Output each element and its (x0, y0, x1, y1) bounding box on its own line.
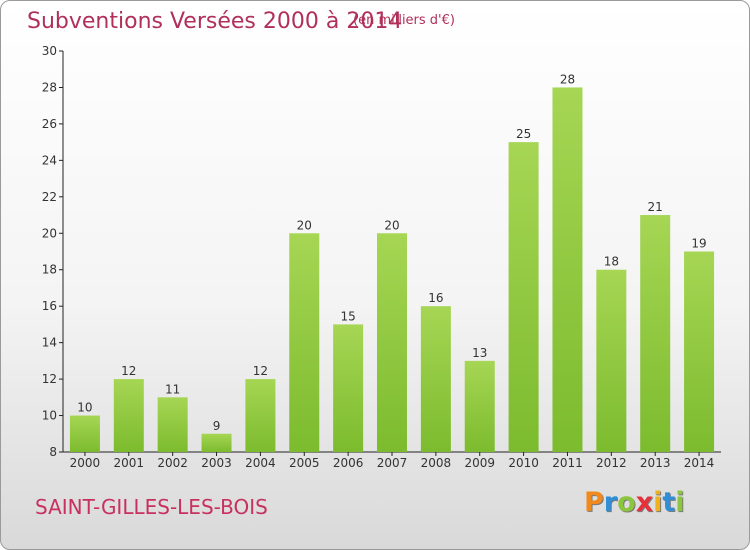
x-tick-labels: 2000 2001 2002 2003 2004 2005 2006 2007 2008 2009… (70, 456, 715, 470)
data-label: 21 (648, 200, 663, 214)
x-tick-label: 2000 (70, 456, 101, 470)
proxiti-logo: Proxiti (584, 487, 685, 518)
logo-letter: x (635, 487, 654, 518)
commune-name: SAINT-GILLES-LES-BOIS (35, 495, 268, 519)
y-tick-labels: 8 10 12 14 16 18 20 22 24 26 28 30 (42, 44, 57, 459)
x-tick-label: 2008 (421, 456, 452, 470)
bars (69, 87, 715, 453)
y-tick-label: 26 (42, 117, 57, 131)
bar (420, 306, 451, 452)
bar (596, 269, 627, 452)
data-label: 11 (165, 382, 180, 396)
bar (201, 433, 232, 452)
chart-title: Subventions Versées 2000 à 2014 (27, 9, 403, 34)
bar (69, 415, 100, 452)
data-label: 9 (213, 419, 221, 433)
y-tick-label: 22 (42, 190, 57, 204)
y-tick-label: 18 (42, 263, 57, 277)
y-tick-label: 10 (42, 409, 57, 423)
bar (289, 233, 320, 452)
x-tick-label: 2002 (157, 456, 188, 470)
chart-subtitle: (en milliers d'€) (353, 13, 455, 28)
y-tick-label: 24 (42, 153, 57, 167)
x-tick-label: 2011 (552, 456, 583, 470)
y-tick-label: 14 (42, 336, 57, 350)
data-label: 20 (384, 218, 399, 232)
logo-letter: i (653, 487, 663, 518)
data-label: 12 (121, 364, 136, 378)
x-tick-label: 2009 (464, 456, 495, 470)
data-label: 19 (691, 237, 706, 251)
data-label: 13 (472, 346, 487, 360)
data-label: 15 (340, 309, 355, 323)
logo-letter: r (603, 487, 618, 518)
bar (377, 233, 407, 452)
x-tick-label: 2013 (640, 456, 671, 470)
bar (684, 251, 715, 452)
x-tick-label: 2006 (333, 456, 364, 470)
x-tick-label: 2001 (114, 456, 145, 470)
logo-letter: P (584, 487, 604, 518)
y-tick-label: 8 (49, 445, 57, 459)
bar (333, 324, 364, 452)
data-label: 25 (516, 127, 531, 141)
bar (245, 379, 276, 452)
bar (552, 87, 583, 453)
y-tick-label: 16 (42, 299, 57, 313)
data-label: 16 (428, 291, 443, 305)
x-tick-label: 2014 (684, 456, 715, 470)
y-tick-label: 12 (42, 372, 57, 386)
data-label: 12 (253, 364, 268, 378)
x-tick-label: 2007 (377, 456, 408, 470)
data-label: 28 (560, 72, 575, 86)
x-tick-label: 2010 (508, 456, 539, 470)
data-label: 10 (77, 401, 92, 415)
x-tick-label: 2003 (201, 456, 232, 470)
logo-letter: o (617, 487, 636, 518)
logo-letter: i (675, 487, 685, 518)
x-tick-label: 2005 (289, 456, 320, 470)
x-tick-label: 2012 (596, 456, 627, 470)
bar (464, 360, 495, 452)
bar (113, 379, 144, 452)
bar (157, 397, 188, 452)
bar (640, 215, 671, 452)
data-labels: 10 12 11 9 12 20 15 20 16 13 25 28 18 21 19 (77, 72, 706, 432)
data-label: 20 (297, 218, 312, 232)
y-tick-label: 20 (42, 226, 57, 240)
bar (508, 142, 539, 453)
y-tick-label: 30 (42, 44, 57, 58)
logo-letter: t (662, 487, 676, 518)
y-tick-label: 28 (42, 80, 57, 94)
x-tick-label: 2004 (245, 456, 276, 470)
data-label: 18 (604, 255, 619, 269)
